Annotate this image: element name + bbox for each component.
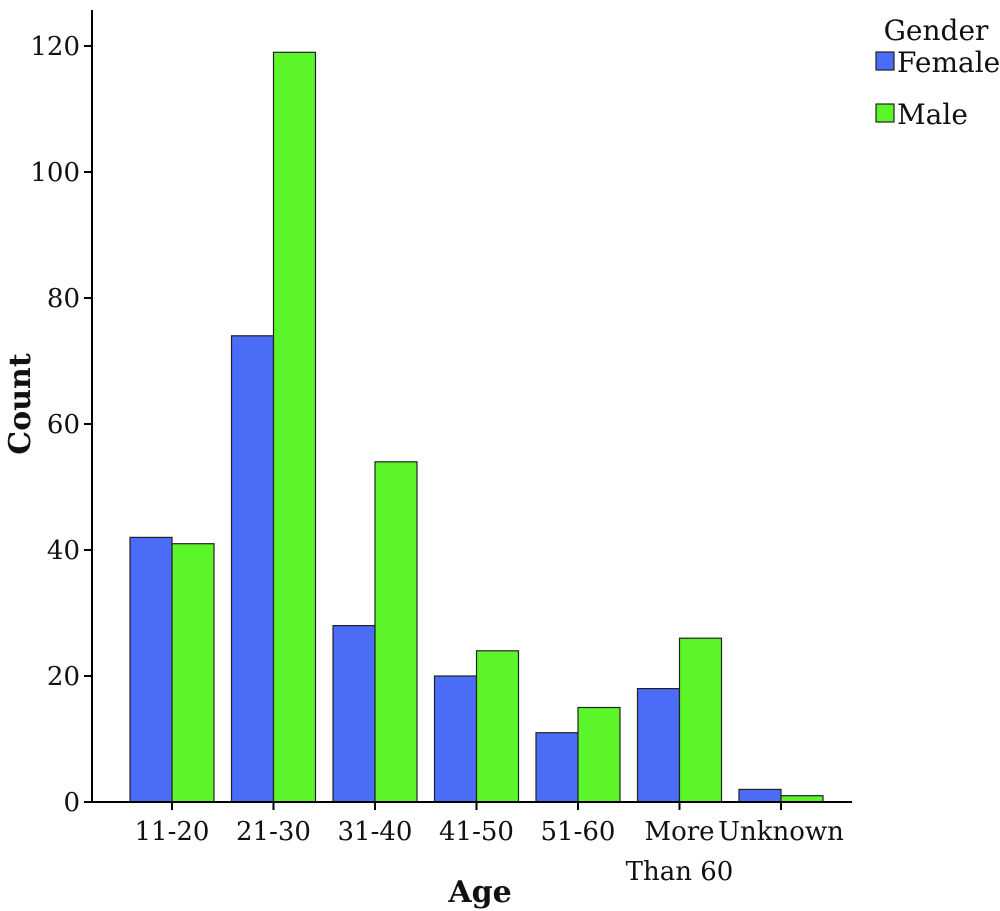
bar-male-2 bbox=[374, 461, 418, 803]
bars-layer bbox=[129, 51, 824, 803]
legend-items: Female Male bbox=[875, 46, 1000, 131]
x-ticks: 11-20 21-30 31-40 41-50 51-60 More Than 60 Unkn… bbox=[135, 802, 844, 887]
x-tick-label-2: 31-40 bbox=[338, 817, 413, 847]
y-tick-label-6: 120 bbox=[30, 32, 80, 62]
bar-female-4 bbox=[535, 732, 579, 803]
x-tick-label-1: 21-30 bbox=[236, 817, 311, 847]
x-tick-label-5-line-1: Than 60 bbox=[626, 857, 734, 887]
legend-title: Gender bbox=[884, 14, 989, 47]
bar-female-6 bbox=[738, 788, 782, 803]
legend-label-male: Male bbox=[897, 98, 968, 131]
bar-female-2 bbox=[332, 624, 376, 803]
bar-male-0 bbox=[171, 543, 215, 803]
y-tick-label-0: 0 bbox=[63, 788, 80, 818]
bar-female-3 bbox=[433, 675, 478, 803]
x-tick-label-0: 11-20 bbox=[135, 817, 210, 847]
y-tick-label-4: 80 bbox=[47, 284, 80, 314]
bar-female-1 bbox=[230, 335, 275, 803]
legend-swatch-male bbox=[875, 103, 895, 123]
y-ticks: 0 20 40 60 80 100 120 bbox=[30, 32, 92, 818]
x-tick-label-6: Unknown bbox=[718, 817, 844, 847]
x-axis-title: Age bbox=[447, 875, 511, 910]
legend-swatch-female bbox=[875, 51, 895, 71]
bar-female-5 bbox=[636, 687, 681, 803]
axes-layer bbox=[91, 10, 852, 803]
legend: Gender Female Male bbox=[875, 14, 1000, 131]
y-tick-label-1: 20 bbox=[47, 662, 80, 692]
bar-male-3 bbox=[475, 650, 520, 803]
bar-female-0 bbox=[129, 536, 173, 803]
y-axis-title: Count bbox=[3, 353, 38, 455]
x-tick-label-4: 51-60 bbox=[541, 817, 616, 847]
bar-male-4 bbox=[577, 706, 621, 803]
x-tick-label-5: More bbox=[644, 817, 714, 847]
x-tick-label-3: 41-50 bbox=[439, 817, 514, 847]
y-tick-label-3: 60 bbox=[47, 410, 80, 440]
bar-male-1 bbox=[272, 51, 317, 803]
legend-label-female: Female bbox=[897, 46, 1000, 79]
y-tick-label-5: 100 bbox=[30, 158, 80, 188]
y-tick-label-2: 40 bbox=[47, 536, 80, 566]
bar-male-5 bbox=[678, 637, 723, 803]
